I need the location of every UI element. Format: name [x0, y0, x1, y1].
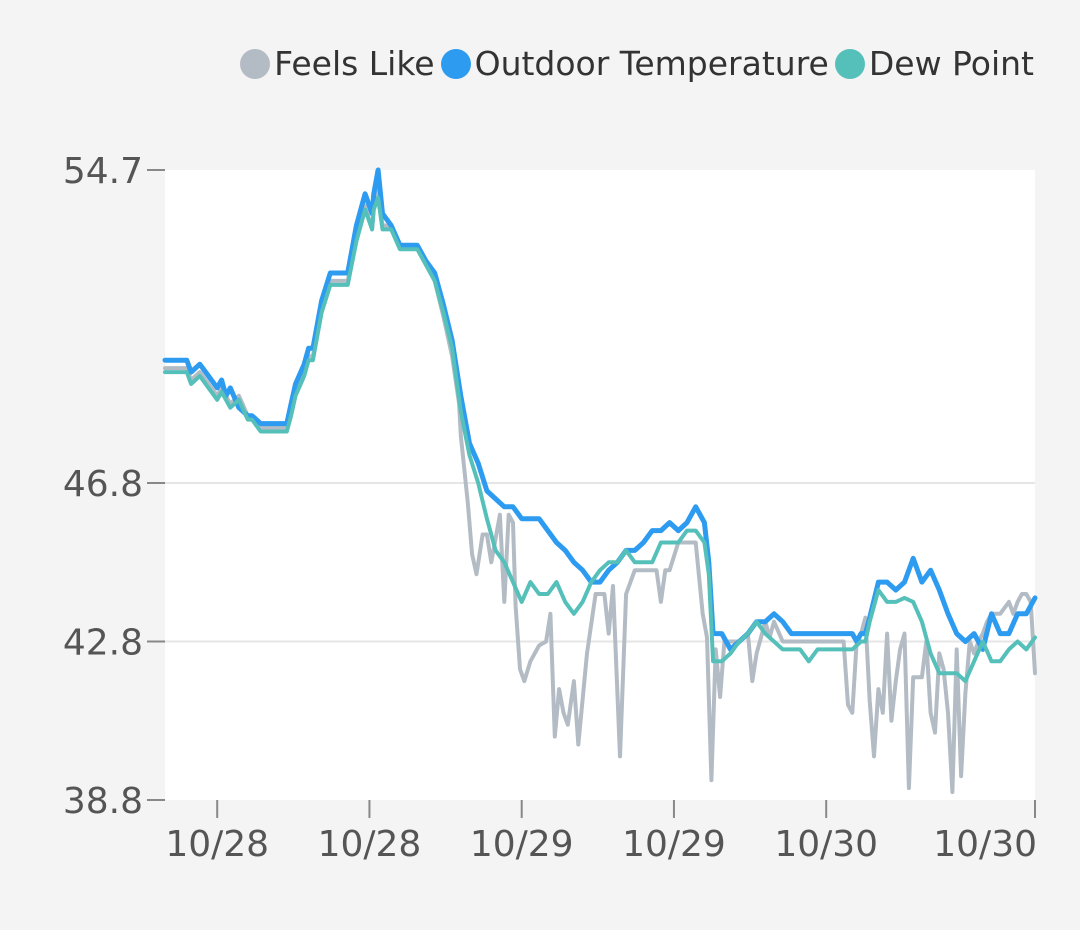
- legend-dot-icon: [440, 48, 471, 79]
- legend-dot-icon: [240, 48, 271, 79]
- legend-item-dew-point[interactable]: Dew Point: [834, 44, 1034, 83]
- legend-dot-icon: [834, 48, 865, 79]
- x-tick-label: 10/29: [470, 824, 574, 865]
- x-tick-label: 10/28: [318, 824, 422, 865]
- y-tick-label: 38.8: [63, 781, 143, 822]
- x-tick-label: 10/30: [774, 824, 878, 865]
- series-line-outdoor-temperature[interactable]: [162, 167, 1038, 652]
- legend-label: Outdoor Temperature: [474, 44, 829, 83]
- series-line-dew-point[interactable]: [163, 195, 1037, 684]
- legend-item-feels-like[interactable]: Feels Like: [240, 44, 435, 83]
- legend-label: Feels Like: [274, 44, 435, 83]
- x-tick-label: 10/29: [622, 824, 726, 865]
- legend-item-outdoor-temperature[interactable]: Outdoor Temperature: [440, 44, 829, 83]
- y-tick-label: 42.8: [63, 623, 143, 664]
- legend-label: Dew Point: [868, 44, 1034, 83]
- x-tick-label: 10/28: [165, 824, 269, 865]
- y-tick-label: 54.7: [63, 151, 143, 192]
- legend: Feels Like Outdoor Temperature Dew Point: [240, 44, 1034, 83]
- x-tick-label: 10/30: [933, 824, 1037, 865]
- plot-background: [165, 170, 1035, 800]
- y-tick-label: 46.8: [63, 464, 143, 505]
